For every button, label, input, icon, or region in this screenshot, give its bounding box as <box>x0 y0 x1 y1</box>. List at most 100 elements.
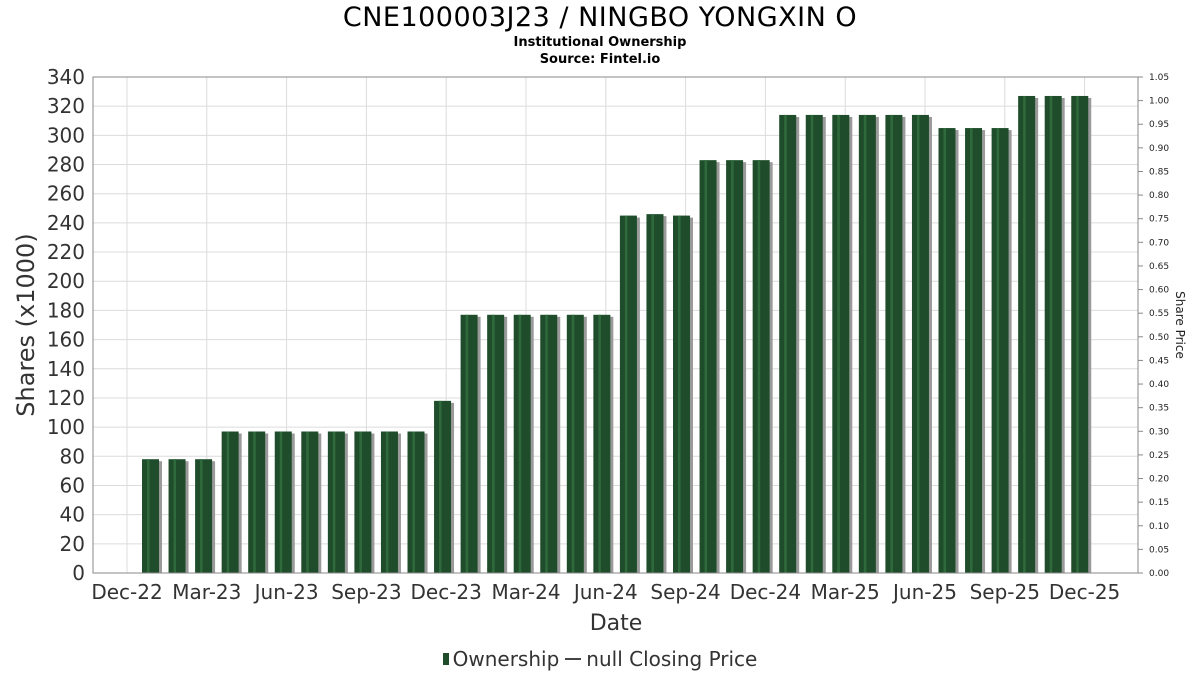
ownership-bar <box>1018 95 1036 573</box>
ownership-bar <box>726 160 744 573</box>
y2-tick-label: 0.10 <box>1149 522 1169 532</box>
ownership-bar <box>752 160 770 573</box>
y2-tick-label: 1.05 <box>1149 73 1169 83</box>
y-tick-label: 180 <box>47 298 85 322</box>
x-tick-label: Jun-25 <box>891 580 957 604</box>
ownership-bar <box>540 314 558 573</box>
ownership-bar <box>221 431 239 573</box>
ownership-bar <box>593 314 611 573</box>
bar-highlight <box>970 128 973 573</box>
x-tick-label: Sep-24 <box>650 580 720 604</box>
bar-highlight <box>916 114 920 573</box>
x-tick-label: Mar-23 <box>172 580 241 604</box>
bar-highlight <box>465 314 469 573</box>
y2-axis-label: Share Price <box>1173 291 1187 359</box>
price-legend-swatch <box>565 658 582 660</box>
y2-tick-label: 0.85 <box>1149 167 1169 177</box>
y2-tick-label: 0.00 <box>1149 569 1169 579</box>
y-tick-label: 220 <box>47 240 85 264</box>
bar-highlight <box>837 114 840 573</box>
y2-tick-label: 0.50 <box>1149 333 1169 343</box>
ownership-bar <box>354 431 372 573</box>
bar-highlight <box>757 160 761 573</box>
bar-highlight <box>890 114 893 573</box>
y-tick-label: 0 <box>72 561 85 585</box>
bar-highlight <box>492 314 495 573</box>
bar-highlight <box>173 459 177 573</box>
bar-highlight <box>147 459 150 573</box>
bar-highlight <box>863 114 867 573</box>
grid-lines <box>93 76 1138 574</box>
ownership-bar <box>1044 95 1062 573</box>
y2-tick-label: 0.30 <box>1149 427 1169 437</box>
bar-highlight <box>518 314 522 573</box>
y2-tick-label: 0.45 <box>1149 356 1169 366</box>
ownership-bar <box>858 114 876 573</box>
bar-highlight <box>545 314 548 573</box>
y-tick-label: 240 <box>47 211 85 235</box>
y2-tick-label: 0.60 <box>1149 286 1169 296</box>
ownership-bar <box>832 114 850 573</box>
ownership-bar <box>938 128 956 573</box>
y-tick-label: 60 <box>60 473 85 497</box>
ownership-bar <box>566 314 584 573</box>
y-tick-label: 80 <box>60 444 85 468</box>
bar-highlight <box>253 431 256 573</box>
bar-highlight <box>571 314 575 573</box>
x-tick-label: Sep-23 <box>331 580 401 604</box>
ownership-bar <box>274 431 292 573</box>
ownership-bar <box>619 215 637 573</box>
bar-highlight <box>412 431 415 573</box>
y2-tick-label: 0.95 <box>1149 120 1169 130</box>
y-tick-label: 40 <box>60 503 85 527</box>
y-tick-label: 160 <box>47 328 85 352</box>
chart-source: Source: Fintel.io <box>539 52 661 67</box>
legend-price: null Closing Price <box>586 647 758 671</box>
x-tick-label: Dec-22 <box>91 580 162 604</box>
y-tick-label: 100 <box>47 415 85 439</box>
y2-tick-label: 0.20 <box>1149 475 1169 485</box>
y2-tick-label: 0.35 <box>1149 404 1169 414</box>
x-tick-label: Mar-25 <box>811 580 880 604</box>
ownership-bar <box>673 215 690 573</box>
y2-tick-label: 0.15 <box>1149 498 1169 508</box>
bar-highlight <box>332 431 336 573</box>
bar-highlight <box>359 431 362 573</box>
y-tick-label: 260 <box>47 182 85 206</box>
ownership-bar <box>646 214 664 574</box>
y2-tick-label: 0.55 <box>1149 309 1169 319</box>
y2-tick-label: 0.75 <box>1149 215 1169 225</box>
ownership-bar <box>513 314 531 573</box>
bar-highlight <box>810 114 814 573</box>
bar-highlight <box>306 431 309 573</box>
ownership-bar <box>407 431 425 573</box>
y-tick-label: 200 <box>47 269 85 293</box>
x-tick-label: Dec-25 <box>1049 580 1120 604</box>
ownership-bar <box>327 431 345 573</box>
y2-tick-label: 0.40 <box>1149 380 1169 390</box>
bar-highlight <box>1023 95 1026 573</box>
bar-highlight <box>226 431 230 573</box>
ownership-bar <box>168 459 186 573</box>
ownership-bar <box>779 114 797 573</box>
bar-highlight <box>704 160 708 573</box>
ownership-bar <box>805 114 823 573</box>
y2-tick-label: 0.65 <box>1149 262 1169 272</box>
ownership-bar <box>142 459 159 573</box>
chart-subtitle: Institutional Ownership <box>513 35 687 50</box>
y2-axis-ticks: 0.00 0.05 0.10 0.15 0.20 0.25 0.30 0.35 0.40 0.45… <box>1138 73 1169 579</box>
x-axis-label: Date <box>590 611 643 636</box>
ownership-bar <box>301 431 319 573</box>
ownership-bar <box>487 314 505 573</box>
x-tick-label: Sep-25 <box>970 580 1040 604</box>
ownership-chart: 0 20 40 60 80 100 120 140 160 180 200 220 240 260 280 3… <box>12 65 1187 636</box>
bars <box>142 95 1092 574</box>
x-tick-label: Jun-23 <box>253 580 319 604</box>
x-tick-label: Dec-24 <box>730 580 801 604</box>
bar-highlight <box>1049 95 1053 573</box>
ownership-bar <box>434 400 452 573</box>
y-tick-label: 300 <box>47 123 85 147</box>
y-tick-label: 20 <box>60 532 85 556</box>
bar-highlight <box>279 431 283 573</box>
y-tick-label: 120 <box>47 386 85 410</box>
